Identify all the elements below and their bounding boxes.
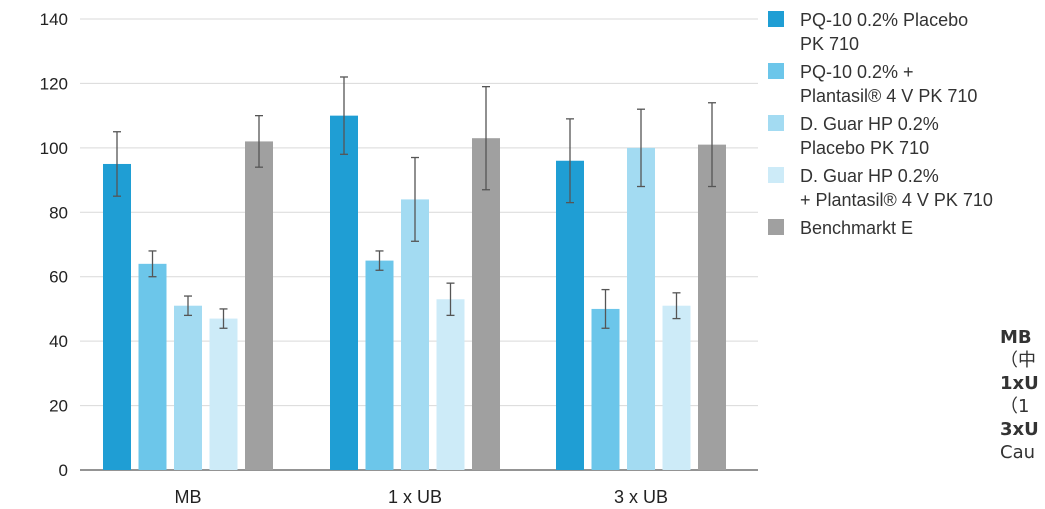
- y-axis: 0 20 40 60 80 100 120 140: [40, 10, 68, 480]
- error-bar: [672, 292, 681, 320]
- error-bar: [148, 250, 157, 278]
- side-note-line: （1: [1000, 396, 1030, 417]
- legend-item: PQ-10 0.2% Placebo PK 710: [768, 8, 1043, 56]
- error-bars: [113, 76, 716, 329]
- error-bar: [340, 76, 348, 155]
- y-tick-label: 0: [59, 461, 68, 480]
- bar: [245, 141, 273, 470]
- bar: [698, 144, 726, 470]
- y-tick-label: 120: [40, 74, 68, 93]
- bar: [103, 163, 131, 470]
- error-bar: [375, 250, 384, 271]
- bar: [138, 263, 167, 470]
- error-bar: [255, 114, 263, 168]
- bar: [627, 147, 655, 470]
- x-category-label: 3 x UB: [614, 487, 668, 507]
- error-bar: [566, 118, 574, 204]
- y-tick-label: 140: [40, 10, 68, 29]
- bar: [330, 115, 358, 471]
- bar: [365, 260, 394, 470]
- side-note-line: （中: [1000, 350, 1036, 371]
- x-axis: MB 1 x UB 3 x UB: [175, 487, 669, 507]
- legend-swatch: [768, 63, 784, 79]
- legend-item: Benchmarkt E: [768, 216, 1043, 240]
- bar: [556, 160, 584, 470]
- bar-chart: 0 20 40 60 80 100 120 140 MB 1 x UB 3 x UB: [40, 10, 758, 507]
- side-note-line: Cau: [1000, 442, 1036, 463]
- side-note-line: MB: [1000, 327, 1032, 348]
- y-tick-label: 20: [49, 397, 68, 416]
- bar: [436, 299, 465, 470]
- error-bar: [637, 108, 645, 188]
- legend-swatch: [768, 167, 784, 183]
- legend-swatch: [768, 11, 784, 27]
- side-note-line: 3xU: [1000, 419, 1039, 440]
- error-bar: [446, 282, 455, 317]
- legend-label: PQ-10 0.2% + Plantasil® 4 V PK 710: [800, 62, 978, 106]
- y-tick-label: 60: [49, 268, 68, 287]
- x-category-label: MB: [175, 487, 202, 507]
- bar: [174, 305, 202, 470]
- legend-swatch: [768, 115, 784, 131]
- error-bar: [411, 156, 419, 242]
- legend-item: D. Guar HP 0.2% + Plantasil® 4 V PK 710: [768, 164, 1043, 212]
- bar: [472, 138, 500, 470]
- legend-label: D. Guar HP 0.2% Placebo PK 710: [800, 114, 939, 158]
- legend-label: D. Guar HP 0.2% + Plantasil® 4 V PK 710: [800, 166, 993, 210]
- error-bar: [708, 102, 716, 188]
- legend: PQ-10 0.2% Placebo PK 710 PQ-10 0.2% + Pl…: [768, 8, 1043, 244]
- x-category-label: 1 x UB: [388, 487, 442, 507]
- side-notes: MB （中 1xU （1 3xU Cau: [1000, 326, 1039, 464]
- error-bar: [482, 86, 490, 191]
- legend-item: D. Guar HP 0.2% Placebo PK 710: [768, 112, 1043, 160]
- legend-swatch: [768, 219, 784, 235]
- bar: [662, 305, 691, 470]
- legend-label: PQ-10 0.2% Placebo PK 710: [800, 10, 969, 54]
- y-tick-label: 80: [49, 203, 68, 222]
- error-bar: [601, 288, 610, 329]
- side-note-line: 1xU: [1000, 373, 1039, 394]
- legend-label: Benchmarkt E: [800, 218, 914, 238]
- legend-item: PQ-10 0.2% + Plantasil® 4 V PK 710: [768, 60, 1043, 108]
- bar: [401, 199, 429, 470]
- bar: [209, 318, 238, 470]
- y-tick-label: 40: [49, 332, 68, 351]
- error-bar: [219, 308, 228, 329]
- bar: [591, 308, 620, 470]
- y-tick-label: 100: [40, 139, 68, 158]
- bars: [103, 115, 726, 471]
- error-bar: [184, 295, 192, 317]
- error-bar: [113, 131, 121, 197]
